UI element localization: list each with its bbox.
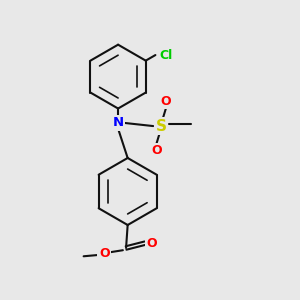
Text: S: S <box>156 118 167 134</box>
Text: O: O <box>160 95 171 108</box>
Text: Cl: Cl <box>159 49 172 62</box>
Text: O: O <box>99 247 110 260</box>
Text: N: N <box>112 116 124 129</box>
Text: O: O <box>146 237 157 250</box>
Text: O: O <box>151 145 162 158</box>
